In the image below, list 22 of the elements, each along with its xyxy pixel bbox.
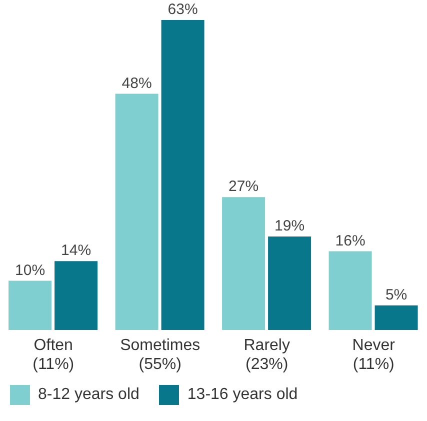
- bar: [268, 236, 312, 330]
- bar: [328, 251, 372, 330]
- data-label: 16%: [335, 232, 366, 250]
- bar: [8, 280, 52, 330]
- x-tick-label: Often (11%): [32, 337, 74, 373]
- data-label: 14%: [61, 242, 92, 260]
- legend-label: 13-16 years old: [187, 386, 298, 404]
- bar: [161, 20, 204, 330]
- bar: [374, 305, 418, 330]
- data-label: 27%: [228, 178, 259, 196]
- x-tick-label: Never (11%): [352, 337, 396, 373]
- x-tick-label: Sometimes (55%): [120, 337, 200, 373]
- legend-label: 8-12 years old: [38, 386, 140, 404]
- bar: [115, 94, 158, 330]
- data-label: 5%: [385, 286, 408, 304]
- data-label: 19%: [274, 218, 305, 235]
- x-tick-label: Rarely (23%): [244, 337, 290, 373]
- bar: [222, 197, 266, 330]
- data-label: 63%: [168, 1, 198, 18]
- bar: [54, 261, 98, 330]
- data-label: 10%: [15, 262, 46, 279]
- data-label: 48%: [122, 74, 152, 92]
